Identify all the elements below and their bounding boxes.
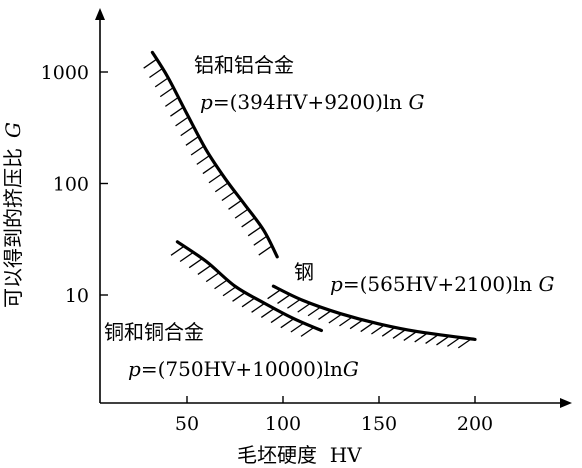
hatch-copper [197,264,212,275]
hatch-copper [241,297,256,308]
hatch-copper [270,313,285,324]
curve-aluminum [150,50,279,259]
hatch-copper [214,279,228,290]
x-tick-label: 150 [361,413,397,435]
hatch-aluminum [241,217,256,228]
hatch-copper [260,307,275,318]
hatch-steel [414,332,429,343]
hatch-aluminum [196,154,211,165]
hatch-steel [297,302,312,313]
hatch-steel [307,306,322,317]
hatch-aluminum [190,145,205,156]
hatch-steel [436,335,450,346]
x-axis-arrow [560,398,572,408]
hatch-steel [371,324,385,335]
series-label-steel: 钢 [294,260,314,284]
y-axis-arrow [95,8,105,20]
hatch-aluminum [149,67,163,79]
hatch-steel [287,298,301,309]
hatch-aluminum [234,208,249,219]
hatch-aluminum [159,87,174,98]
hatch-copper [170,245,185,256]
formula-steel: p=(565HV+2100)ln G [330,272,555,296]
hatch-copper [280,318,295,329]
y-axis-title: 可以得到的挤压比G [1,122,25,308]
hatch-aluminum [214,182,229,193]
curve-copper [175,240,323,333]
hatch-aluminum [247,226,262,237]
hatch-steel [349,319,364,330]
hatch-aluminum [221,190,236,202]
curve-steel [271,284,477,341]
x-tick-label: 200 [457,413,493,435]
hatch-steel [277,293,291,304]
hatch-steel [318,309,332,320]
x-axis-title: 毛坯硬度 HV [237,443,362,467]
hatch-aluminum [180,126,195,137]
hatch-aluminum [154,77,169,88]
series-label-aluminum: 铝和铝合金 [194,53,294,77]
hatch-aluminum [202,164,217,175]
curves [143,50,477,349]
ticks: 50 100 150 200 10 100 1000 [41,62,493,435]
hatch-steel [339,316,353,327]
y-tick-label: 100 [53,174,89,196]
hatch-copper [232,291,246,302]
hatch-steel [425,333,439,344]
hatch-aluminum [175,116,189,127]
x-tick-label: 50 [175,413,199,435]
hatch-steel [457,338,472,349]
hatch-aluminum [253,235,268,246]
hatch-aluminum [185,135,200,146]
hatch-aluminum [164,96,179,107]
hatch-copper [222,286,237,297]
axes [95,8,572,408]
hatch-steel [328,313,343,324]
y-tick-label: 10 [65,285,89,307]
hatch-aluminum [170,106,184,117]
hatch-copper [251,302,265,313]
hatch-steel [447,336,461,347]
hatch-copper [179,251,194,263]
hatch-steel [403,330,418,341]
hatch-aluminum [143,58,158,69]
hatch-steel [360,322,375,333]
hatch-steel [267,289,281,300]
hatch-steel [392,328,407,339]
formula-copper: p=(750HV+10000)lnG [128,357,359,381]
hatch-aluminum [228,199,242,210]
y-tick-label: 1000 [41,62,89,84]
series-label-copper: 铜和铜合金 [104,320,204,344]
hatch-copper [205,272,220,283]
hatch-aluminum [208,173,223,184]
hatch-copper [300,326,315,337]
hatch-steel [381,326,396,337]
hatch-aluminum [258,245,273,256]
formula-aluminum: p=(394HV+9200)ln G [200,90,425,114]
x-tick-label: 100 [265,413,301,435]
hatch-copper [290,322,305,333]
hatch-copper [188,258,203,269]
